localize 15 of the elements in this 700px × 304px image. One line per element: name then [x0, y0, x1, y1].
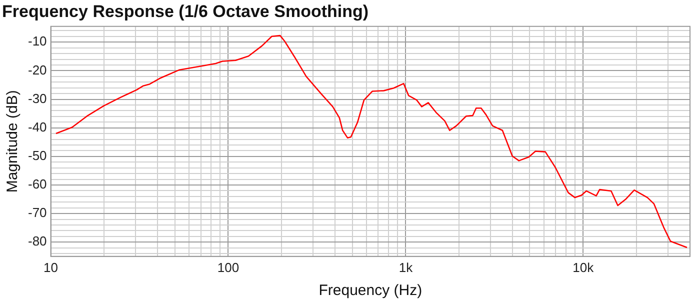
y-tick-label: -30 — [28, 90, 47, 106]
y-tick-label: -10 — [28, 34, 47, 49]
x-tick-label: 100 — [217, 260, 240, 275]
x-tick-label: 1k — [398, 260, 414, 275]
x-tick-label: 10k — [572, 260, 594, 275]
y-tick-label: -40 — [28, 119, 47, 134]
x-axis-title: Frequency (Hz) — [318, 282, 422, 300]
y-tick-label: -80 — [28, 234, 47, 249]
y-tick-label: -60 — [28, 176, 47, 192]
x-tick-label: 10 — [44, 260, 58, 275]
y-axis-title: Magnitude (dB) — [4, 90, 22, 193]
y-tick-label: -70 — [28, 205, 47, 220]
y-tick-label: -50 — [28, 148, 47, 163]
y-tick-label: -20 — [28, 62, 47, 78]
chart-title: Frequency Response (1/6 Octave Smoothing) — [2, 2, 369, 21]
